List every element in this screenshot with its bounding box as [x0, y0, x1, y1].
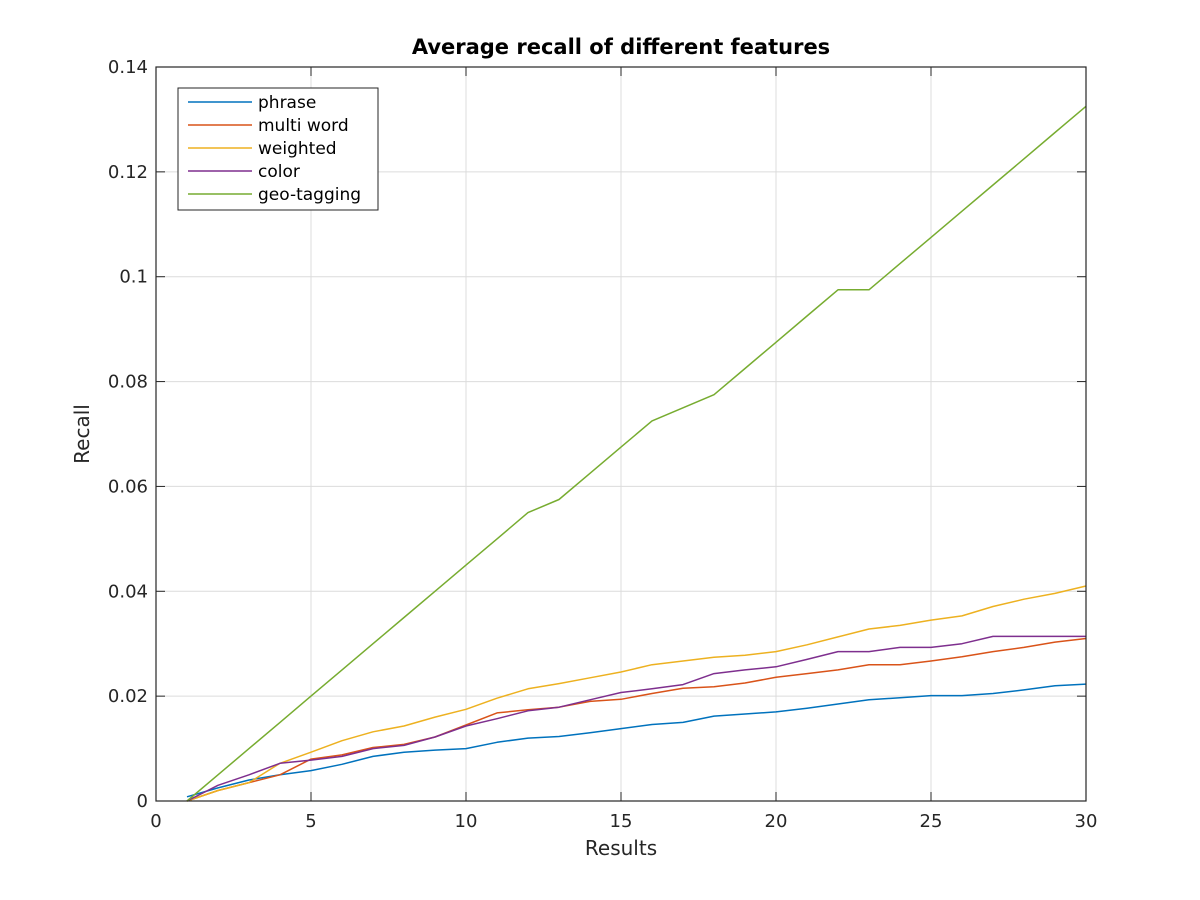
y-tick-label: 0.14: [108, 57, 148, 78]
legend-label-multi-word: multi word: [258, 116, 349, 136]
x-tick-label: 15: [610, 811, 633, 832]
x-tick-label: 20: [765, 811, 788, 832]
y-tick-label: 0.06: [108, 476, 148, 497]
legend-label-phrase: phrase: [258, 93, 316, 113]
x-tick-label: 10: [455, 811, 478, 832]
y-tick-label: 0.04: [108, 581, 148, 602]
x-axis-label: Results: [585, 836, 657, 860]
x-tick-label: 30: [1075, 811, 1098, 832]
x-tick-label: 5: [305, 811, 316, 832]
legend: phrase multi word weighted color geo-tagging: [177, 87, 379, 211]
y-axis-label: Recall: [70, 404, 94, 464]
tick-marks: [155, 66, 1087, 802]
y-tick-label: 0: [137, 791, 148, 812]
legend-label-weighted: weighted: [258, 139, 337, 159]
chart-title: Average recall of different features: [412, 35, 830, 59]
y-tick-label: 0.12: [108, 162, 148, 183]
y-tick-label: 0.1: [119, 267, 148, 288]
series-lines: [186, 105, 1087, 802]
x-tick-labels: 0 5 10 15 20 25 30: [150, 811, 1097, 832]
series-line-phrase: [186, 683, 1087, 798]
series-line-multi-word: [186, 637, 1087, 802]
y-tick-labels: 0 0.02 0.04 0.06 0.08 0.1 0.12 0.14: [108, 57, 148, 812]
y-tick-label: 0.08: [108, 372, 148, 393]
y-tick-label: 0.02: [108, 686, 148, 707]
x-tick-label: 0: [150, 811, 161, 832]
legend-box: [177, 87, 379, 211]
series-line-color: [186, 635, 1086, 802]
legend-label-color: color: [258, 162, 300, 182]
legend-label-geo-tagging: geo-tagging: [258, 185, 361, 205]
x-tick-label: 25: [920, 811, 943, 832]
series-line-geo-tagging: [186, 105, 1087, 802]
series-line-weighted: [186, 585, 1087, 802]
